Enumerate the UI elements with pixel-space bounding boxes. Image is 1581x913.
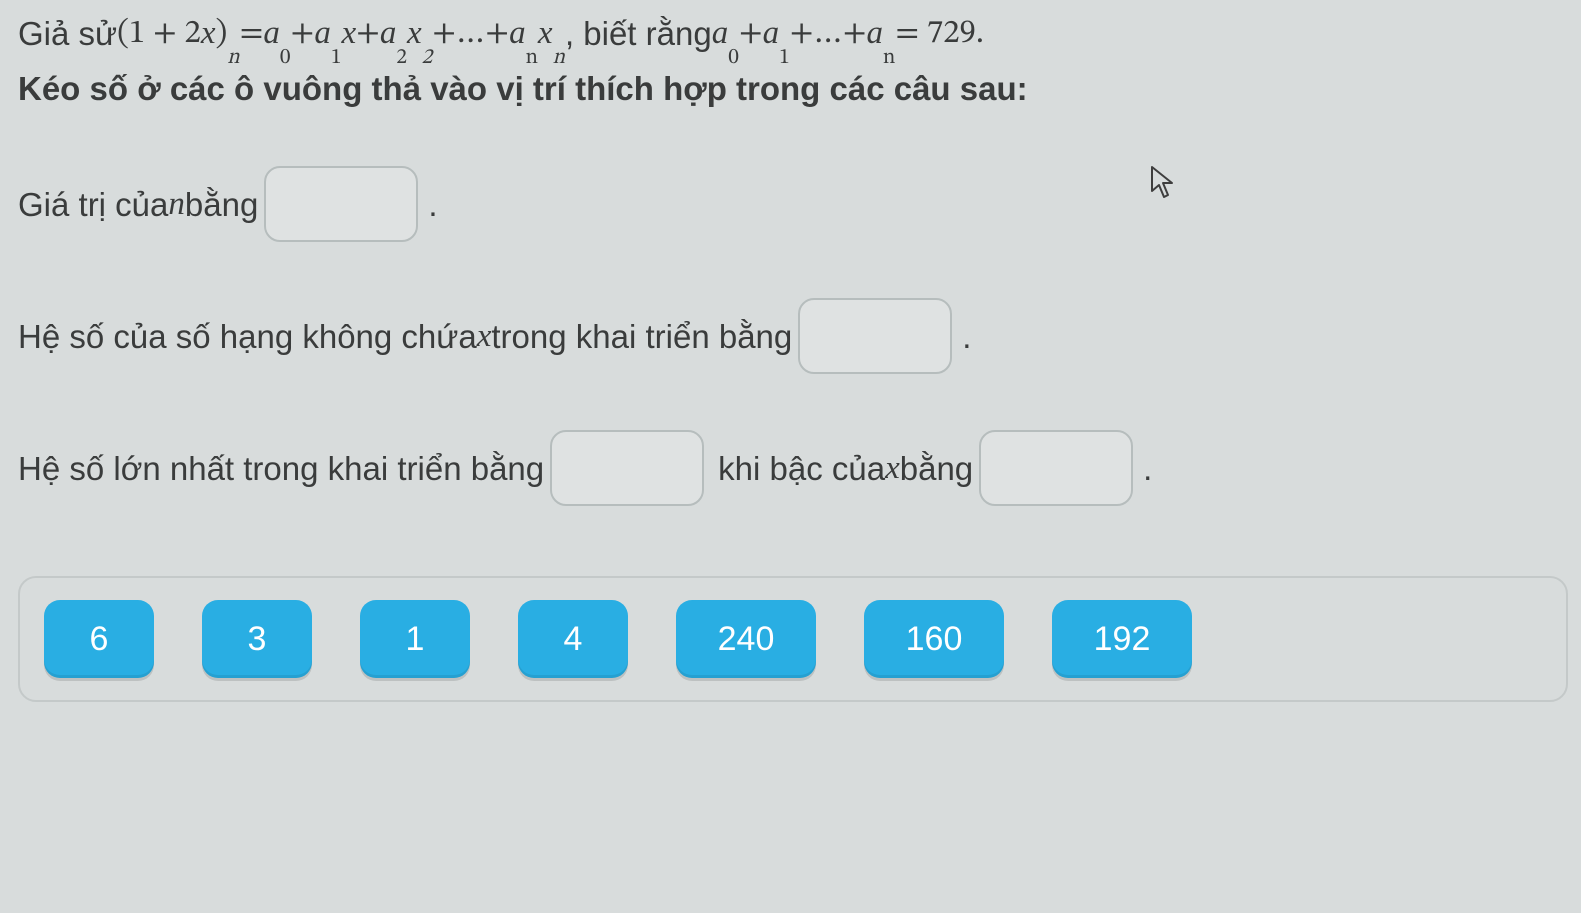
q-prefix: Giả sử xyxy=(18,8,117,59)
option-chip-160[interactable]: 160 xyxy=(864,600,1004,678)
r3-text-a: Hệ số lớn nhất trong khai triển bằng xyxy=(18,443,544,494)
option-chip-240[interactable]: 240 xyxy=(676,600,816,678)
r3-var-x: x xyxy=(885,443,900,494)
drop-slot-degree[interactable] xyxy=(979,430,1133,506)
q-math-sum: a0 + a1+…+an = 729. xyxy=(712,8,984,59)
option-chip-4[interactable]: 4 xyxy=(518,600,628,678)
r1-text-before: Giá trị của xyxy=(18,179,168,230)
question-line-2: Kéo số ở các ô vuông thả vào vị trí thíc… xyxy=(18,63,1563,114)
r3-text-b-after: bằng xyxy=(900,443,973,494)
option-chip-3[interactable]: 3 xyxy=(202,600,312,678)
r2-var-x: x xyxy=(477,311,492,362)
r2-text-before: Hệ số của số hạng không chứa xyxy=(18,311,477,362)
r2-period: . xyxy=(962,311,971,362)
q-eq: = xyxy=(240,8,264,59)
drop-slot-max-coeff[interactable] xyxy=(550,430,704,506)
blank-row-2: Hệ số của số hạng không chứa x trong kha… xyxy=(18,298,1563,374)
q-math-rhs: a0 + a1x + a2x2+…+anxn xyxy=(263,8,565,59)
drop-slot-constant-coeff[interactable] xyxy=(798,298,952,374)
r3-text-b-before: khi bậc của xyxy=(718,443,885,494)
exercise-page: Giả sử (1 + 2x)n = a0 + a1x + a2x2+…+anx… xyxy=(0,0,1581,702)
r1-text-after: bằng xyxy=(185,179,258,230)
option-chip-192[interactable]: 192 xyxy=(1052,600,1192,678)
q-mid: , biết rằng xyxy=(565,8,712,59)
q-math-lhs: (1 + 2x)n xyxy=(117,8,240,59)
question-line-1: Giả sử (1 + 2x)n = a0 + a1x + a2x2+…+anx… xyxy=(18,8,1563,59)
r1-period: . xyxy=(428,179,437,230)
r2-text-after: trong khai triển bằng xyxy=(491,311,792,362)
option-chip-1[interactable]: 1 xyxy=(360,600,470,678)
r1-var-n: n xyxy=(168,179,185,230)
options-bar: 6 3 1 4 240 160 192 xyxy=(18,576,1568,702)
blank-row-3: Hệ số lớn nhất trong khai triển bằng khi… xyxy=(18,430,1563,506)
drop-slot-n[interactable] xyxy=(264,166,418,242)
blank-row-1: Giá trị của n bằng . xyxy=(18,166,1563,242)
r3-period: . xyxy=(1143,443,1152,494)
option-chip-6[interactable]: 6 xyxy=(44,600,154,678)
